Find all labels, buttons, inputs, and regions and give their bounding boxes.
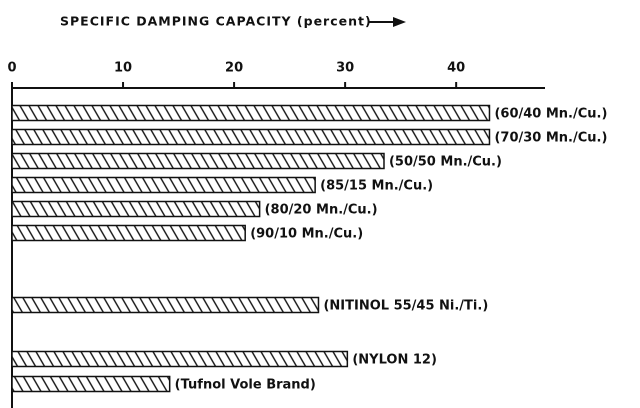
bar (11, 224, 246, 242)
bar (11, 200, 261, 218)
bar (11, 152, 385, 170)
bar-label: (Tufnol Vole Brand) (175, 378, 316, 393)
title-arrow (368, 17, 406, 27)
bar-label: (50/50 Mn./Cu.) (389, 155, 502, 170)
x-tick-label: 20 (225, 61, 243, 76)
x-tick-label: 40 (447, 61, 465, 76)
x-tick-label: 10 (114, 61, 132, 76)
bar (11, 296, 320, 314)
bar-label: (80/20 Mn./Cu.) (265, 203, 378, 218)
bar (11, 375, 171, 393)
bar-label: (NITINOL 55/45 Ni./Ti.) (323, 299, 488, 314)
bar (11, 350, 349, 368)
bar (11, 176, 316, 194)
bar-label: (70/30 Mn./Cu.) (494, 131, 607, 146)
x-tick-label: 30 (336, 61, 354, 76)
bar (11, 128, 491, 146)
bar (11, 104, 491, 122)
x-tick-label: 0 (7, 61, 16, 76)
bar-label: (60/40 Mn./Cu.) (494, 107, 607, 122)
bar-label: (NYLON 12) (352, 353, 437, 368)
chart-title: SPECIFIC DAMPING CAPACITY (percent) (60, 14, 372, 29)
bar-label: (85/15 Mn./Cu.) (320, 179, 433, 194)
bar-label: (90/10 Mn./Cu.) (250, 227, 363, 242)
